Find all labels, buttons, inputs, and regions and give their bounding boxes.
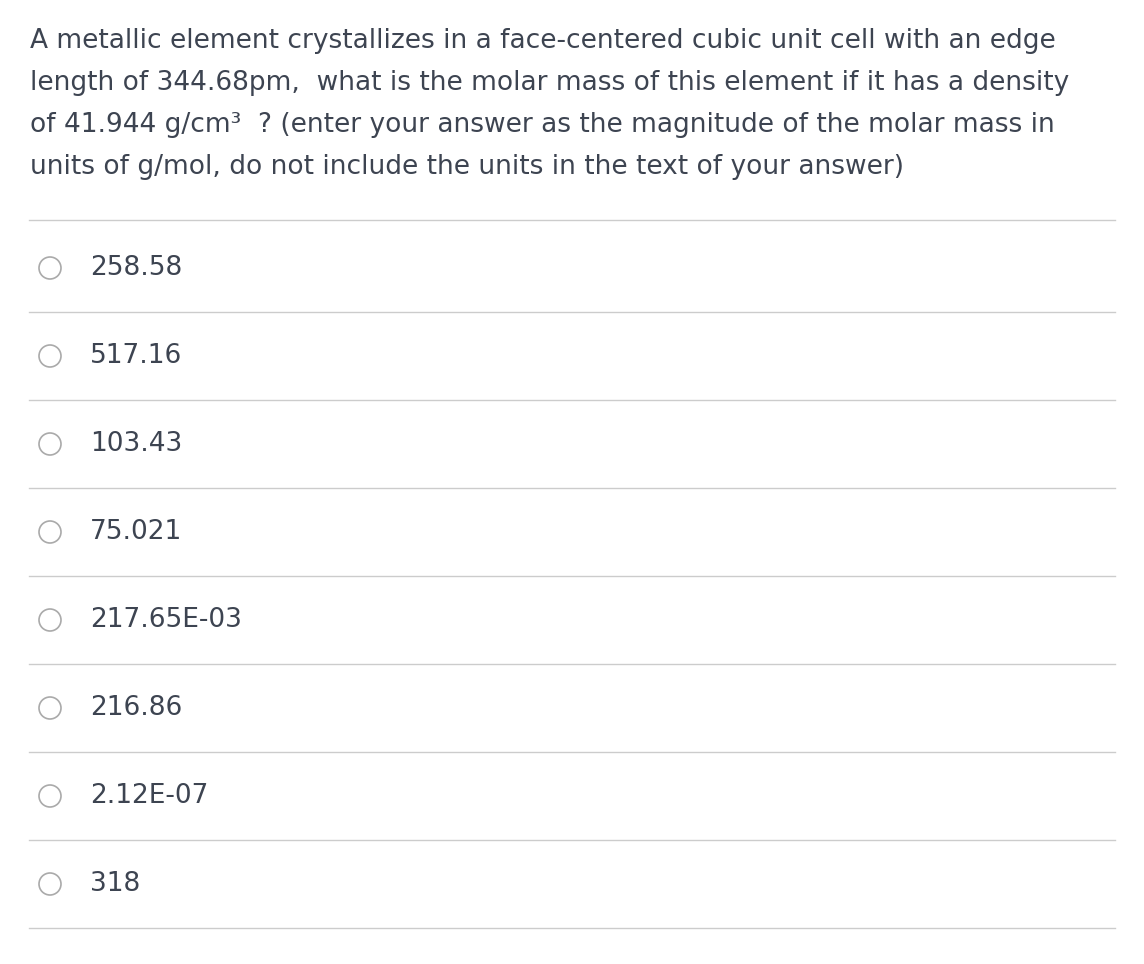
Text: units of g/mol, do not include the units in the text of your answer): units of g/mol, do not include the units…: [30, 154, 904, 180]
Text: A metallic element crystallizes in a face-centered cubic unit cell with an edge: A metallic element crystallizes in a fac…: [30, 28, 1056, 54]
Text: 103.43: 103.43: [90, 431, 182, 457]
Text: 216.86: 216.86: [90, 695, 182, 721]
Text: 258.58: 258.58: [90, 255, 182, 281]
Text: of 41.944 g/cm³  ? (enter your answer as the magnitude of the molar mass in: of 41.944 g/cm³ ? (enter your answer as …: [30, 112, 1055, 138]
Text: 217.65E-03: 217.65E-03: [90, 607, 241, 633]
Text: 75.021: 75.021: [90, 519, 182, 545]
Text: 318: 318: [90, 871, 141, 897]
Text: 2.12E-07: 2.12E-07: [90, 783, 208, 809]
Text: length of 344.68pm,  what is the molar mass of this element if it has a density: length of 344.68pm, what is the molar ma…: [30, 70, 1070, 96]
Text: 517.16: 517.16: [90, 343, 182, 369]
